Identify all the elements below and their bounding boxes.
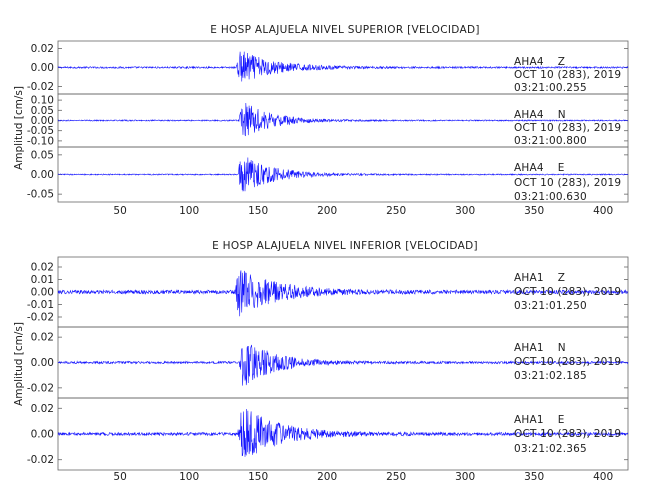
x-tick-label: 400 <box>593 471 613 483</box>
x-tick-labels: 50 100 150 200 250 300 350 400 <box>113 471 613 483</box>
y-tick-label: 0.00 <box>31 169 54 181</box>
y-tick-label: 0.02 <box>31 403 54 415</box>
date-label: OCT 10 (283), 2019 <box>514 286 621 298</box>
y-tick-label: 0.10 <box>31 95 54 107</box>
y-tick-label: -0.10 <box>27 135 54 147</box>
time-label: 03:21:01.250 <box>514 300 587 312</box>
trace-frame: 0.02 0.00 -0.02 AHA1 E OCT 10 (283), 2019 0… <box>27 397 629 471</box>
trace-frame: 0.020.010.00-0.01-0.02 AHA1 Z OCT 10 (283… <box>27 256 629 328</box>
x-tick-label: 50 <box>113 471 126 483</box>
station-label: AHA1 E <box>514 414 565 426</box>
date-label: OCT 10 (283), 2019 <box>514 356 621 368</box>
time-label: 03:21:02.185 <box>514 370 587 382</box>
x-tick-label: 250 <box>386 205 406 217</box>
y-axis-label: Amplitud [cm/s] <box>13 86 25 170</box>
date-label: OCT 10 (283), 2019 <box>514 177 621 189</box>
y-tick-label: 0.02 <box>31 43 54 55</box>
y-tick-labels: 0.020.010.00-0.01-0.02 <box>27 262 628 324</box>
y-tick-label: -0.05 <box>27 189 54 201</box>
station-label: AHA4 N <box>514 109 566 121</box>
y-tick-labels: 0.02 0.00 -0.02 <box>27 332 628 394</box>
y-tick-label: 0.01 <box>31 274 54 286</box>
y-tick-label: -0.02 <box>27 454 54 466</box>
x-tick-label: 100 <box>179 471 199 483</box>
x-tick-label: 200 <box>317 471 337 483</box>
time-label: 03:21:02.365 <box>514 443 587 455</box>
y-tick-label: -0.02 <box>27 312 54 324</box>
time-label: 03:21:00.630 <box>514 191 587 203</box>
seismic-trace-aha1-e <box>57 408 629 457</box>
x-tick-label: 350 <box>524 471 544 483</box>
seismic-trace-aha1-n <box>57 344 629 386</box>
seismic-trace-aha4-e <box>57 157 629 192</box>
seismic-trace-aha1-z <box>57 270 629 317</box>
x-tick-label: 100 <box>179 205 199 217</box>
station-label: AHA4 E <box>514 162 565 174</box>
y-tick-label: -0.01 <box>27 299 54 311</box>
x-tick-label: 300 <box>455 471 475 483</box>
date-label: OCT 10 (283), 2019 <box>514 428 621 440</box>
x-tick-label: 150 <box>248 471 268 483</box>
x-tick-label: 250 <box>386 471 406 483</box>
panel-title: E HOSP ALAJUELA NIVEL SUPERIOR [VELOCIDA… <box>210 24 479 36</box>
station-label: AHA1 Z <box>514 272 565 284</box>
y-tick-label: 0.00 <box>31 357 54 369</box>
date-label: OCT 10 (283), 2019 <box>514 69 621 81</box>
y-tick-label: 0.00 <box>31 62 54 74</box>
x-tick-label: 50 <box>113 205 126 217</box>
x-tick-label: 300 <box>455 205 475 217</box>
seismic-trace-aha4-n <box>57 102 629 137</box>
y-tick-labels: 0.100.050.00-0.05-0.10 <box>27 95 628 147</box>
seismic-trace-aha4-z <box>57 51 629 82</box>
trace-frame: 0.02 0.00 -0.02 AHA1 N OCT 10 (283), 2019 0… <box>27 326 629 399</box>
y-tick-label: 0.05 <box>31 105 54 117</box>
station-label: AHA4 Z <box>514 56 565 68</box>
panel-superior: E HOSP ALAJUELA NIVEL SUPERIOR [VELOCIDA… <box>13 24 629 217</box>
y-tick-label: -0.02 <box>27 81 54 93</box>
trace-frame: 0.02 0.00 -0.02 AHA4 Z OCT 10 (283), 2019 0… <box>27 40 629 95</box>
panel-title: E HOSP ALAJUELA NIVEL INFERIOR [VELOCIDA… <box>212 240 478 252</box>
y-tick-label: 0.00 <box>31 115 54 127</box>
y-tick-labels: 0.02 0.00 -0.02 <box>27 403 628 466</box>
y-tick-label: 0.00 <box>31 287 54 299</box>
date-label: OCT 10 (283), 2019 <box>514 122 621 134</box>
x-tick-label: 400 <box>593 205 613 217</box>
y-tick-label: -0.05 <box>27 125 54 137</box>
y-tick-label: 0.05 <box>31 149 54 161</box>
trace-frame: 0.100.050.00-0.05-0.10 AHA4 N OCT 10 (283… <box>27 93 629 148</box>
y-tick-label: 0.00 <box>31 429 54 441</box>
x-tick-label: 200 <box>317 205 337 217</box>
station-label: AHA1 N <box>514 342 566 354</box>
x-tick-labels: 50 100 150 200 250 300 350 400 <box>113 205 613 217</box>
y-axis-label: Amplitud [cm/s] <box>13 322 25 406</box>
x-tick-label: 350 <box>524 205 544 217</box>
panel-inferior: E HOSP ALAJUELA NIVEL INFERIOR [VELOCIDA… <box>13 240 629 483</box>
trace-frame: 0.05 0.00 -0.05 AHA4 E OCT 10 (283), 2019 0… <box>27 146 629 203</box>
time-label: 03:21:00.800 <box>514 135 587 147</box>
y-tick-labels: 0.05 0.00 -0.05 <box>27 149 628 201</box>
y-tick-label: 0.02 <box>31 262 54 274</box>
y-tick-label: -0.02 <box>27 382 54 394</box>
x-tick-label: 150 <box>248 205 268 217</box>
y-tick-label: 0.02 <box>31 332 54 344</box>
time-label: 03:21:00.255 <box>514 82 587 94</box>
